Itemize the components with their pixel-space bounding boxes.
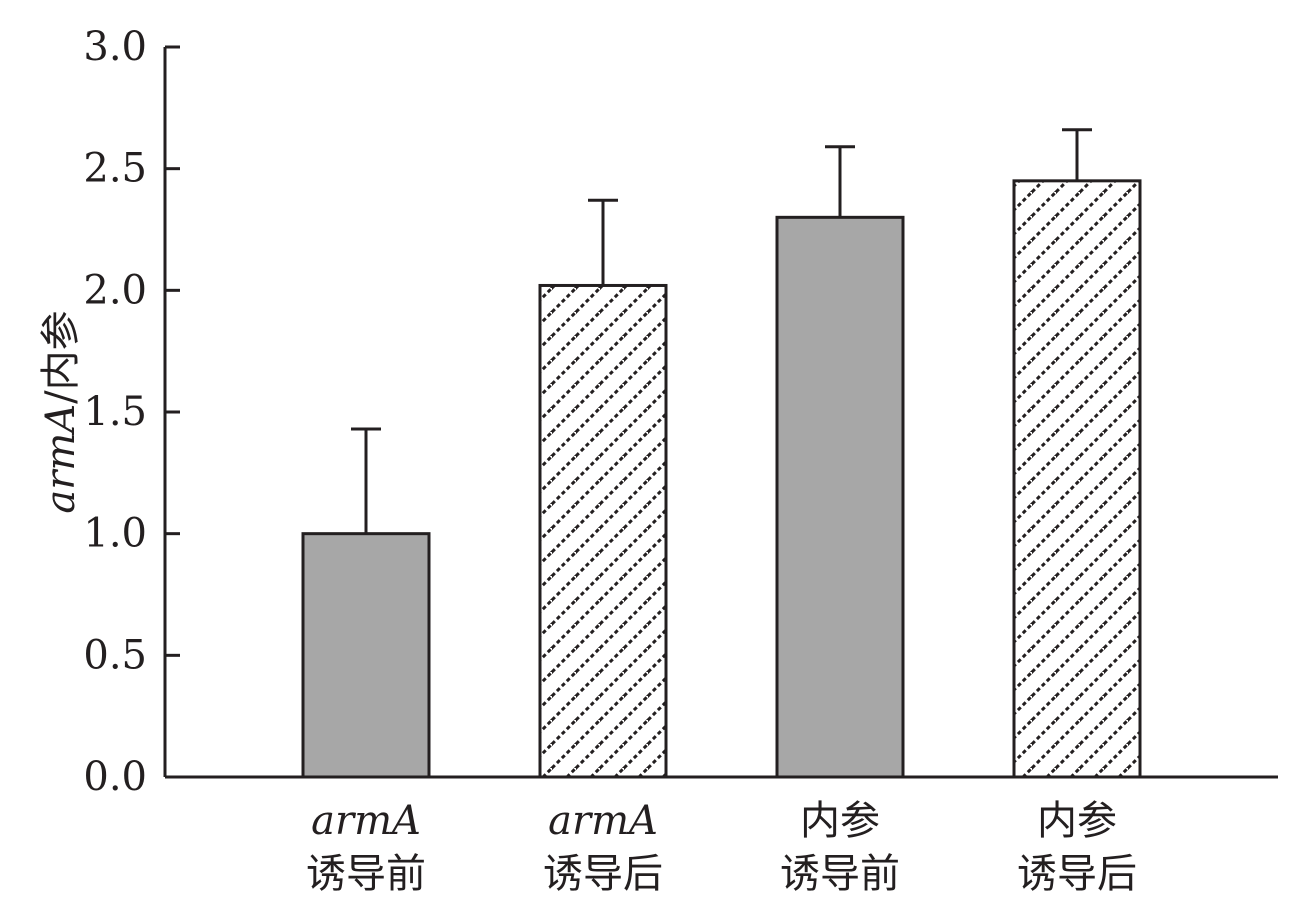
- y-tick-label: 1.0: [83, 511, 147, 557]
- category-label-4-line2: 诱导后: [1017, 851, 1137, 897]
- y-axis-label-italic: armA: [38, 404, 84, 514]
- y-axis-label: armA/内参: [38, 310, 84, 513]
- y-axis: 0.0 0.5 1.0 1.5 2.0 2.5 3.0: [83, 24, 180, 800]
- bar-1: [301, 532, 431, 779]
- category-label-3-line2: 诱导前: [780, 851, 900, 897]
- y-tick-label: 2.0: [83, 267, 147, 313]
- y-tick-label: 1.5: [83, 389, 147, 435]
- category-label-3-line1: 内参: [800, 798, 880, 844]
- category-label-2-line1: armA: [548, 798, 658, 844]
- y-tick-label: 0.5: [83, 632, 147, 678]
- category-label-2-line2: 诱导后: [543, 851, 663, 897]
- bar-4: [1012, 179, 1142, 779]
- bars: [301, 179, 1142, 779]
- y-axis-label-rest: /内参: [38, 310, 84, 403]
- error-bars: [351, 128, 1092, 534]
- category-label-4-line1: 内参: [1037, 798, 1117, 844]
- category-label-1-line2: 诱导前: [306, 851, 426, 897]
- y-tick-label: 0.0: [83, 754, 147, 800]
- y-tick-label: 3.0: [83, 24, 147, 70]
- category-label-1-line1: armA: [311, 798, 421, 844]
- bar-3: [775, 215, 905, 779]
- bar-2: [538, 283, 668, 779]
- y-tick-label: 2.5: [83, 146, 147, 192]
